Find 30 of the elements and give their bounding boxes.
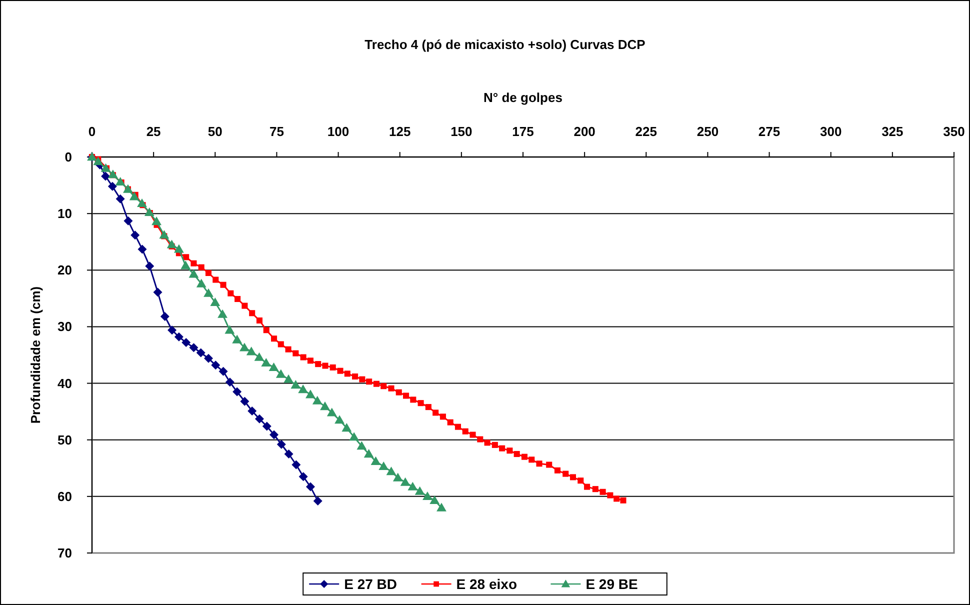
y-tick-label: 0 bbox=[64, 150, 72, 164]
y-tick-label: 10 bbox=[58, 206, 72, 222]
x-tick-label: 75 bbox=[269, 124, 284, 139]
y-tick-label: 50 bbox=[58, 432, 72, 448]
chart-title: Trecho 4 (pó de micaxisto +solo) Curvas DCP bbox=[364, 37, 646, 52]
legend-label: E 28 eixo bbox=[456, 576, 518, 592]
y-tick-label: 40 bbox=[58, 376, 72, 391]
x-tick-label: 25 bbox=[146, 124, 161, 139]
y-tick-label: 20 bbox=[58, 262, 72, 278]
x-axis-title: N° de golpes bbox=[484, 90, 562, 105]
y-tick-label: 30 bbox=[58, 319, 72, 334]
y-axis-title: Profundidade em (cm) bbox=[28, 286, 43, 424]
y-tick-label: 60 bbox=[58, 488, 72, 504]
x-tick-label: 150 bbox=[450, 124, 472, 139]
x-tick-label: 0 bbox=[88, 124, 96, 139]
x-tick-label: 225 bbox=[635, 124, 657, 139]
x-tick-label: 100 bbox=[327, 124, 350, 139]
x-tick-label: 325 bbox=[882, 124, 904, 139]
x-tick-label: 125 bbox=[389, 124, 411, 139]
legend-label: E 29 BE bbox=[586, 576, 638, 592]
x-tick-label: 275 bbox=[758, 124, 780, 139]
x-tick-label: 200 bbox=[574, 124, 596, 139]
legend-label: E 27 BD bbox=[344, 576, 398, 592]
x-tick-label: 300 bbox=[820, 124, 842, 139]
x-tick-label: 50 bbox=[208, 124, 222, 139]
point bbox=[436, 502, 446, 512]
x-tick-label: 250 bbox=[696, 124, 719, 139]
x-tick-label: 350 bbox=[943, 124, 965, 139]
x-tick-label: 175 bbox=[512, 124, 534, 139]
y-tick-label: 70 bbox=[58, 546, 72, 560]
